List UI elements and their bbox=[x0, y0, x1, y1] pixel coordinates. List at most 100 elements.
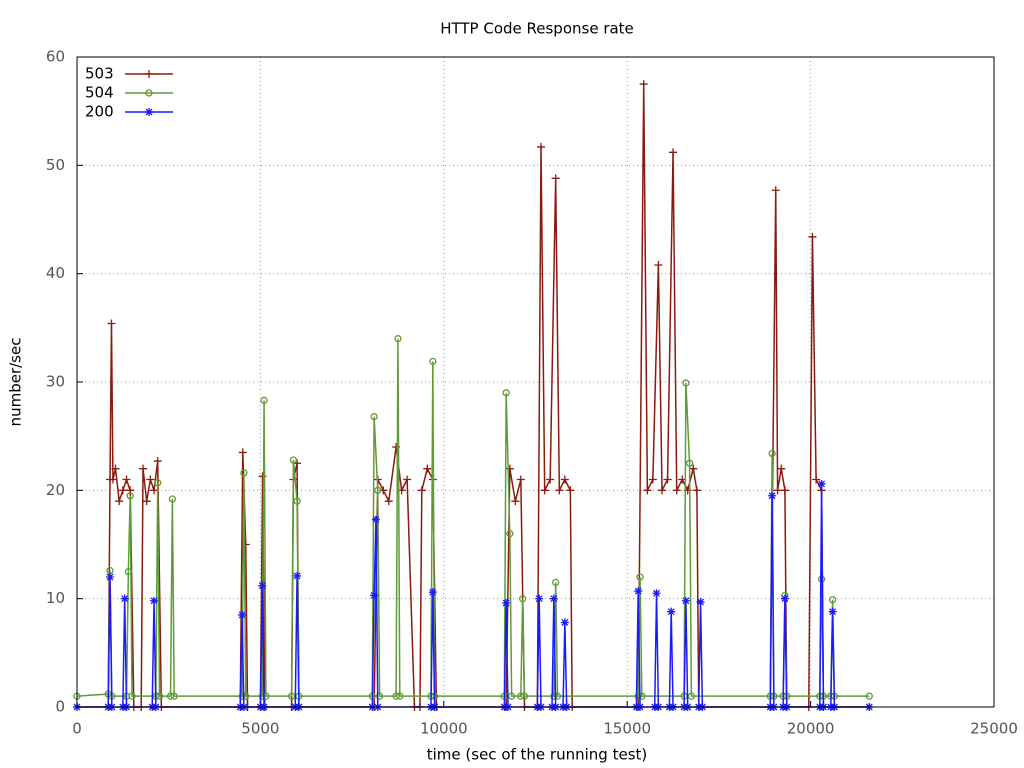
marker bbox=[120, 594, 129, 603]
marker bbox=[689, 464, 698, 473]
marker bbox=[819, 692, 828, 700]
marker bbox=[142, 497, 151, 506]
marker bbox=[551, 174, 560, 183]
marker bbox=[817, 575, 826, 583]
marker bbox=[781, 591, 789, 599]
legend-marker bbox=[145, 108, 153, 116]
marker bbox=[663, 475, 672, 484]
marker bbox=[155, 692, 164, 700]
marker bbox=[552, 578, 560, 586]
marker bbox=[505, 464, 514, 473]
marker bbox=[150, 486, 159, 495]
marker bbox=[108, 692, 116, 700]
marker bbox=[643, 486, 652, 495]
plot-frame bbox=[76, 56, 995, 708]
marker bbox=[124, 568, 133, 576]
legend-label: 503 bbox=[85, 65, 114, 83]
marker bbox=[865, 692, 873, 700]
marker bbox=[555, 486, 564, 495]
marker bbox=[139, 464, 148, 473]
marker bbox=[502, 599, 511, 607]
marker bbox=[374, 486, 382, 494]
y-tick-label: 40 bbox=[46, 264, 65, 282]
marker bbox=[648, 475, 657, 484]
marker bbox=[566, 486, 575, 495]
x-tick-label: 20000 bbox=[787, 720, 835, 738]
marker bbox=[152, 692, 160, 700]
marker bbox=[817, 479, 826, 488]
series-line bbox=[77, 84, 870, 708]
marker bbox=[812, 475, 821, 484]
marker bbox=[517, 692, 525, 700]
marker bbox=[150, 596, 159, 605]
marker bbox=[783, 692, 791, 700]
marker bbox=[687, 692, 696, 700]
series bbox=[73, 479, 874, 711]
marker bbox=[828, 596, 837, 604]
marker bbox=[549, 594, 558, 603]
marker bbox=[106, 566, 114, 575]
marker bbox=[682, 379, 690, 387]
marker bbox=[128, 692, 136, 700]
marker bbox=[654, 261, 663, 269]
y-tick-label: 0 bbox=[55, 698, 65, 716]
marker bbox=[258, 472, 267, 481]
marker bbox=[520, 692, 529, 700]
marker bbox=[287, 692, 296, 700]
marker bbox=[370, 591, 379, 600]
marker bbox=[170, 692, 178, 700]
marker bbox=[808, 232, 817, 241]
legend-marker bbox=[145, 70, 153, 78]
marker bbox=[417, 486, 426, 495]
marker bbox=[672, 486, 681, 495]
marker bbox=[293, 497, 301, 505]
marker bbox=[260, 396, 268, 404]
marker bbox=[154, 479, 162, 487]
x-tick-label: 15000 bbox=[603, 720, 651, 738]
marker bbox=[540, 486, 549, 495]
marker bbox=[73, 692, 81, 700]
marker bbox=[166, 692, 175, 700]
x-tick-label: 0 bbox=[72, 720, 82, 738]
y-tick-label: 50 bbox=[46, 156, 65, 174]
marker bbox=[396, 692, 404, 700]
legend-marker bbox=[145, 89, 153, 97]
chart-title: HTTP Code Response rate bbox=[440, 20, 634, 38]
marker bbox=[535, 594, 544, 603]
marker bbox=[768, 449, 776, 458]
series bbox=[73, 335, 873, 700]
marker bbox=[639, 80, 648, 89]
marker bbox=[768, 491, 777, 500]
marker bbox=[428, 588, 437, 597]
marker bbox=[828, 607, 837, 616]
marker bbox=[168, 495, 177, 503]
marker bbox=[681, 596, 690, 605]
marker bbox=[634, 587, 643, 596]
marker bbox=[516, 475, 525, 484]
marker bbox=[667, 607, 676, 616]
marker bbox=[652, 589, 661, 598]
marker bbox=[502, 389, 510, 397]
series-line bbox=[76, 338, 870, 697]
marker bbox=[780, 486, 789, 495]
marker bbox=[771, 186, 780, 195]
marker bbox=[146, 475, 155, 484]
marker bbox=[289, 456, 298, 464]
marker bbox=[780, 594, 789, 603]
marker bbox=[258, 581, 267, 590]
marker bbox=[692, 486, 701, 495]
marker bbox=[560, 475, 569, 484]
marker bbox=[830, 692, 839, 700]
marker bbox=[371, 515, 380, 524]
marker bbox=[423, 464, 432, 473]
series-line bbox=[77, 483, 870, 708]
marker bbox=[111, 464, 120, 473]
marker bbox=[295, 692, 303, 700]
marker bbox=[773, 486, 782, 495]
marker bbox=[108, 475, 117, 484]
marker bbox=[508, 692, 516, 700]
y-tick-label: 30 bbox=[46, 373, 65, 391]
marker bbox=[669, 148, 678, 157]
x-tick-label: 10000 bbox=[420, 720, 468, 738]
